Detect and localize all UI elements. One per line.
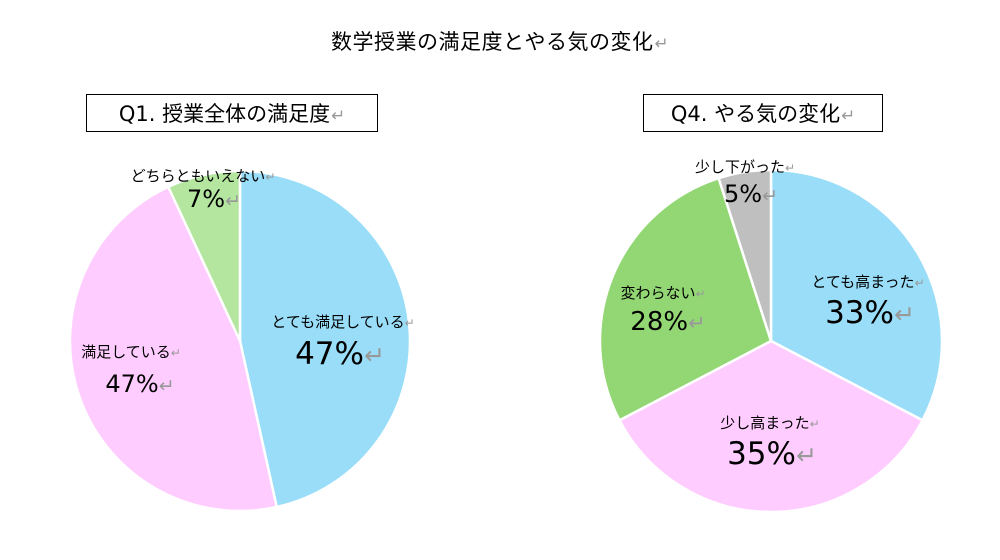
slice-label: 少し下がった↵ xyxy=(695,158,795,176)
page-title: 数学授業の満足度とやる気の変化↵ xyxy=(330,30,670,54)
slice-value-label: 7%↵ xyxy=(187,185,241,213)
pie-slice xyxy=(166,169,242,342)
pie-slice xyxy=(598,176,773,422)
pie-slice xyxy=(717,168,773,342)
slice-value-label: 5%↵ xyxy=(724,180,778,208)
pie-slice xyxy=(769,168,944,422)
pie-chart-satisfaction: とても満足している↵ 47%↵ 満足している↵ 47%↵ どちらともいえない↵7%↵ xyxy=(68,167,415,513)
chart-title-q1: Q1. 授業全体の満足度↵ xyxy=(86,94,378,132)
pie-chart-motivation: とても高まった↵ 33%↵ 少し高まった↵ 35%↵ 変わらない↵ 28%↵ 少し下がった↵… xyxy=(598,158,944,514)
slice-label: 少し高まった↵ xyxy=(720,414,819,432)
slice-label: とても満足している↵ xyxy=(271,313,414,331)
slice-value-label: 33%↵ xyxy=(825,295,915,331)
slice-value-label: 28%↵ xyxy=(630,307,705,337)
pie-slice xyxy=(617,339,925,514)
slice-value-label: 47%↵ xyxy=(105,370,174,398)
slice-label: 変わらない↵ xyxy=(620,284,705,302)
slice-value-label: 47%↵ xyxy=(295,336,385,372)
slice-label: どちらともいえない↵ xyxy=(131,167,276,185)
pie-slice xyxy=(68,185,279,513)
slice-label: とても高まった↵ xyxy=(811,273,924,291)
pie-slice xyxy=(238,169,412,509)
chart-title-q4: Q4. やる気の変化↵ xyxy=(643,94,883,132)
slice-value-label: 35%↵ xyxy=(727,436,817,472)
slice-label: 満足している↵ xyxy=(81,343,181,361)
